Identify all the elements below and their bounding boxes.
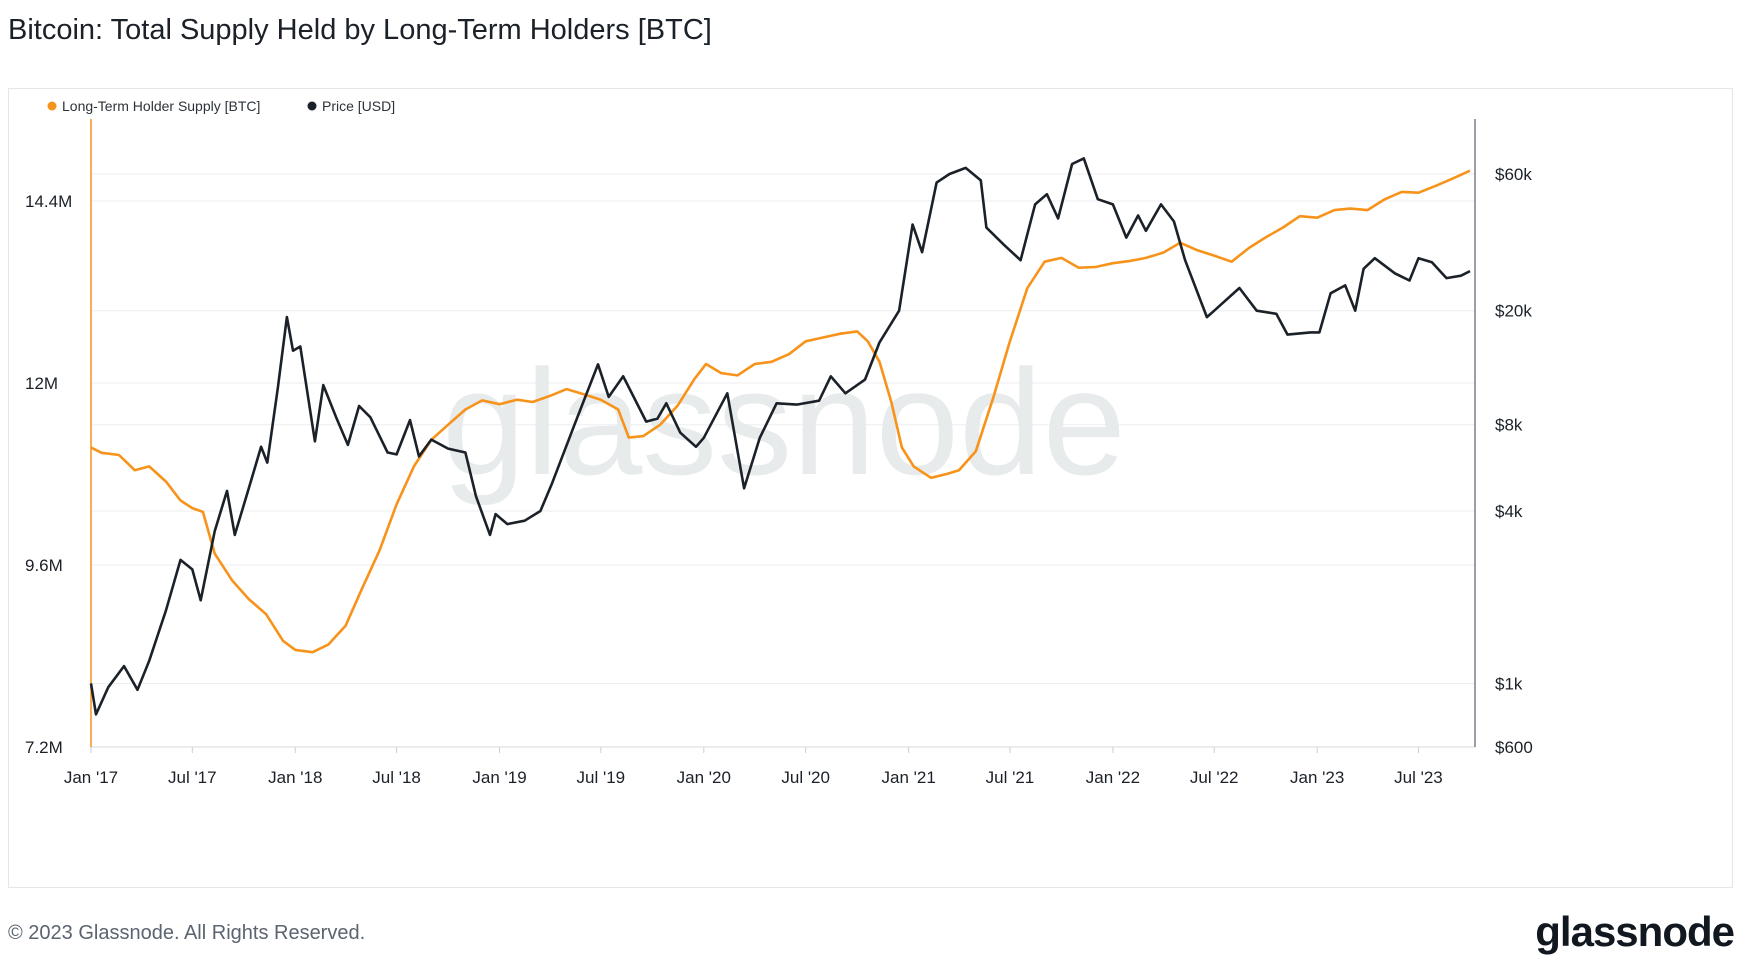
y-right-tick-label: $600 (1495, 738, 1533, 757)
chart-title: Bitcoin: Total Supply Held by Long-Term … (8, 14, 712, 46)
y-right-tick-label: $1k (1495, 674, 1523, 693)
x-tick-label: Jan '21 (881, 768, 935, 787)
x-tick-label: Jul '22 (1190, 768, 1239, 787)
y-left-tick-label: 9.6M (25, 556, 63, 575)
x-tick-label: Jul '21 (986, 768, 1035, 787)
x-tick-label: Jan '22 (1086, 768, 1140, 787)
legend-dot-price (307, 101, 317, 111)
series-line-supply (90, 169, 1471, 654)
y-right-tick-label: $8k (1495, 416, 1523, 435)
x-tick-label: Jul '20 (781, 768, 830, 787)
legend-label-price: Price [USD] (322, 98, 395, 114)
x-tick-label: Jan '23 (1290, 768, 1344, 787)
chart-panel: 7.2M 9.6M 12M 14.4M $600 $1k $4k $8k $20k $60k Jan… (8, 88, 1733, 888)
chart-svg: 7.2M 9.6M 12M 14.4M $600 $1k $4k $8k $20k $60k Jan… (25, 98, 1533, 787)
x-tick-label: Jan '17 (64, 768, 118, 787)
x-tick-label: Jan '20 (677, 768, 731, 787)
y-left-tick-label: 14.4M (25, 192, 72, 211)
brand-logo[interactable]: glassnode (1535, 908, 1735, 955)
x-tick-label: Jul '17 (168, 768, 217, 787)
y-left-tick-label: 12M (25, 374, 58, 393)
x-tick-label: Jan '19 (472, 768, 526, 787)
legend-dot-supply (47, 101, 57, 111)
y-right-tick-label: $60k (1495, 165, 1532, 184)
x-tick-label: Jul '23 (1394, 768, 1443, 787)
y-right-tick-label: $20k (1495, 302, 1532, 321)
copyright-footer: © 2023 Glassnode. All Rights Reserved. (8, 922, 366, 944)
x-tick-label: Jul '18 (372, 768, 421, 787)
y-left-tick-label: 7.2M (25, 738, 63, 757)
series-line-price (89, 157, 1471, 716)
legend-label-supply: Long-Term Holder Supply [BTC] (62, 98, 260, 114)
watermark: glassnode (442, 338, 1126, 506)
x-tick-label: Jan '18 (268, 768, 322, 787)
y-right-tick-label: $4k (1495, 502, 1523, 521)
x-tick-label: Jul '19 (577, 768, 626, 787)
